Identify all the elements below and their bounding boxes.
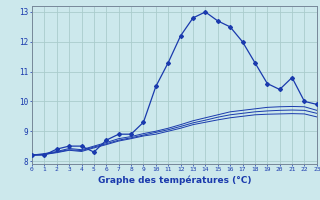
X-axis label: Graphe des températures (°C): Graphe des températures (°C) bbox=[98, 175, 251, 185]
